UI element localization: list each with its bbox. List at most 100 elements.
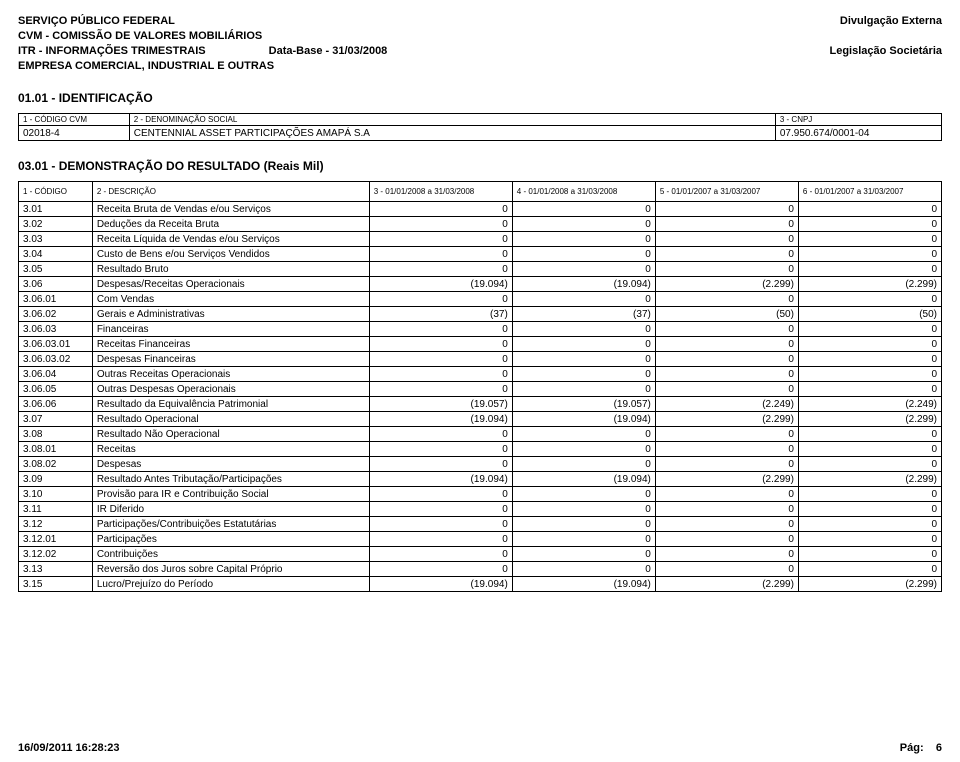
row-code: 3.03 (19, 232, 93, 247)
row-description: Despesas Financeiras (92, 352, 369, 367)
row-value: 0 (655, 367, 798, 382)
row-code: 3.06.05 (19, 382, 93, 397)
row-value: 0 (512, 532, 655, 547)
table-row: 3.06.05Outras Despesas Operacionais0000 (19, 382, 942, 397)
row-value: 0 (655, 232, 798, 247)
row-value: 0 (798, 367, 941, 382)
row-value: (2.299) (798, 472, 941, 487)
table-row: 3.06.03Financeiras0000 (19, 322, 942, 337)
page-container: SERVIÇO PÚBLICO FEDERAL CVM - COMISSÃO D… (0, 0, 960, 762)
table-row: 3.06.01Com Vendas0000 (19, 292, 942, 307)
row-code: 3.13 (19, 562, 93, 577)
row-value: 0 (798, 337, 941, 352)
row-code: 3.07 (19, 412, 93, 427)
row-description: Financeiras (92, 322, 369, 337)
table-row: 3.08.01Receitas0000 (19, 442, 942, 457)
row-description: Provisão para IR e Contribuição Social (92, 487, 369, 502)
row-value: 0 (512, 322, 655, 337)
row-value: 0 (512, 292, 655, 307)
row-value: 0 (369, 217, 512, 232)
row-description: Receita Bruta de Vendas e/ou Serviços (92, 202, 369, 217)
row-value: 0 (798, 532, 941, 547)
row-description: Outras Despesas Operacionais (92, 382, 369, 397)
row-value: 0 (798, 562, 941, 577)
row-description: Resultado Operacional (92, 412, 369, 427)
row-value: (50) (655, 307, 798, 322)
row-description: Com Vendas (92, 292, 369, 307)
row-code: 3.06.04 (19, 367, 93, 382)
row-value: 0 (369, 487, 512, 502)
row-value: 0 (655, 562, 798, 577)
row-value: 0 (512, 202, 655, 217)
ident-header-cnpj: 3 - CNPJ (775, 114, 941, 126)
row-value: (19.094) (512, 277, 655, 292)
row-value: 0 (655, 382, 798, 397)
table-row: 3.06.03.01Receitas Financeiras0000 (19, 337, 942, 352)
row-value: 0 (512, 337, 655, 352)
row-value: (50) (798, 307, 941, 322)
header-line-4: EMPRESA COMERCIAL, INDUSTRIAL E OUTRAS (18, 59, 387, 74)
row-value: 0 (798, 232, 941, 247)
financial-table: 1 - CÓDIGO 2 - DESCRIÇÃO 3 - 01/01/2008 … (18, 181, 942, 592)
table-row: 3.01Receita Bruta de Vendas e/ou Serviço… (19, 202, 942, 217)
row-value: 0 (798, 202, 941, 217)
row-description: Gerais e Administrativas (92, 307, 369, 322)
row-value: 0 (798, 457, 941, 472)
row-value: 0 (655, 502, 798, 517)
row-value: (2.299) (798, 577, 941, 592)
row-value: 0 (369, 517, 512, 532)
row-value: (2.249) (655, 397, 798, 412)
row-value: 0 (798, 262, 941, 277)
row-description: Lucro/Prejuízo do Período (92, 577, 369, 592)
row-value: (37) (512, 307, 655, 322)
header-right-2: Legislação Societária (830, 44, 943, 59)
row-description: Reversão dos Juros sobre Capital Próprio (92, 562, 369, 577)
row-code: 3.05 (19, 262, 93, 277)
row-description: Resultado da Equivalência Patrimonial (92, 397, 369, 412)
row-code: 3.15 (19, 577, 93, 592)
financial-section-title: 03.01 - DEMONSTRAÇÃO DO RESULTADO (Reais… (18, 141, 942, 181)
row-description: Resultado Antes Tributação/Participações (92, 472, 369, 487)
row-code: 3.06.02 (19, 307, 93, 322)
row-code: 3.08.02 (19, 457, 93, 472)
footer-page: Pág: 6 (900, 742, 942, 754)
header-line-2: CVM - COMISSÃO DE VALORES MOBILIÁRIOS (18, 29, 387, 44)
row-value: 0 (369, 262, 512, 277)
row-value: 0 (369, 547, 512, 562)
fin-header-codigo: 1 - CÓDIGO (19, 182, 93, 202)
row-value: (2.299) (655, 277, 798, 292)
table-row: 3.10Provisão para IR e Contribuição Soci… (19, 487, 942, 502)
row-value: 0 (512, 502, 655, 517)
row-code: 3.09 (19, 472, 93, 487)
row-value: 0 (512, 367, 655, 382)
row-value: 0 (798, 487, 941, 502)
table-row: 3.06.02Gerais e Administrativas(37)(37)(… (19, 307, 942, 322)
row-value: 0 (369, 382, 512, 397)
row-value: 0 (798, 217, 941, 232)
row-value: 0 (512, 247, 655, 262)
row-description: Resultado Bruto (92, 262, 369, 277)
row-value: 0 (512, 547, 655, 562)
row-value: 0 (369, 532, 512, 547)
table-row: 3.06Despesas/Receitas Operacionais(19.09… (19, 277, 942, 292)
row-value: 0 (369, 562, 512, 577)
row-value: 0 (512, 352, 655, 367)
row-code: 3.06.01 (19, 292, 93, 307)
row-value: 0 (798, 247, 941, 262)
table-row: 3.04Custo de Bens e/ou Serviços Vendidos… (19, 247, 942, 262)
row-value: 0 (655, 487, 798, 502)
row-value: (19.094) (369, 577, 512, 592)
row-description: Resultado Não Operacional (92, 427, 369, 442)
row-value: 0 (798, 382, 941, 397)
row-code: 3.12.01 (19, 532, 93, 547)
row-code: 3.08 (19, 427, 93, 442)
row-code: 3.08.01 (19, 442, 93, 457)
row-value: 0 (798, 322, 941, 337)
row-value: 0 (655, 262, 798, 277)
fin-header-period-6: 6 - 01/01/2007 a 31/03/2007 (798, 182, 941, 202)
table-row: 3.15Lucro/Prejuízo do Período(19.094)(19… (19, 577, 942, 592)
table-row: 3.05Resultado Bruto0000 (19, 262, 942, 277)
row-value: 0 (655, 457, 798, 472)
row-description: Outras Receitas Operacionais (92, 367, 369, 382)
footer-page-label: Pág: (900, 742, 924, 754)
